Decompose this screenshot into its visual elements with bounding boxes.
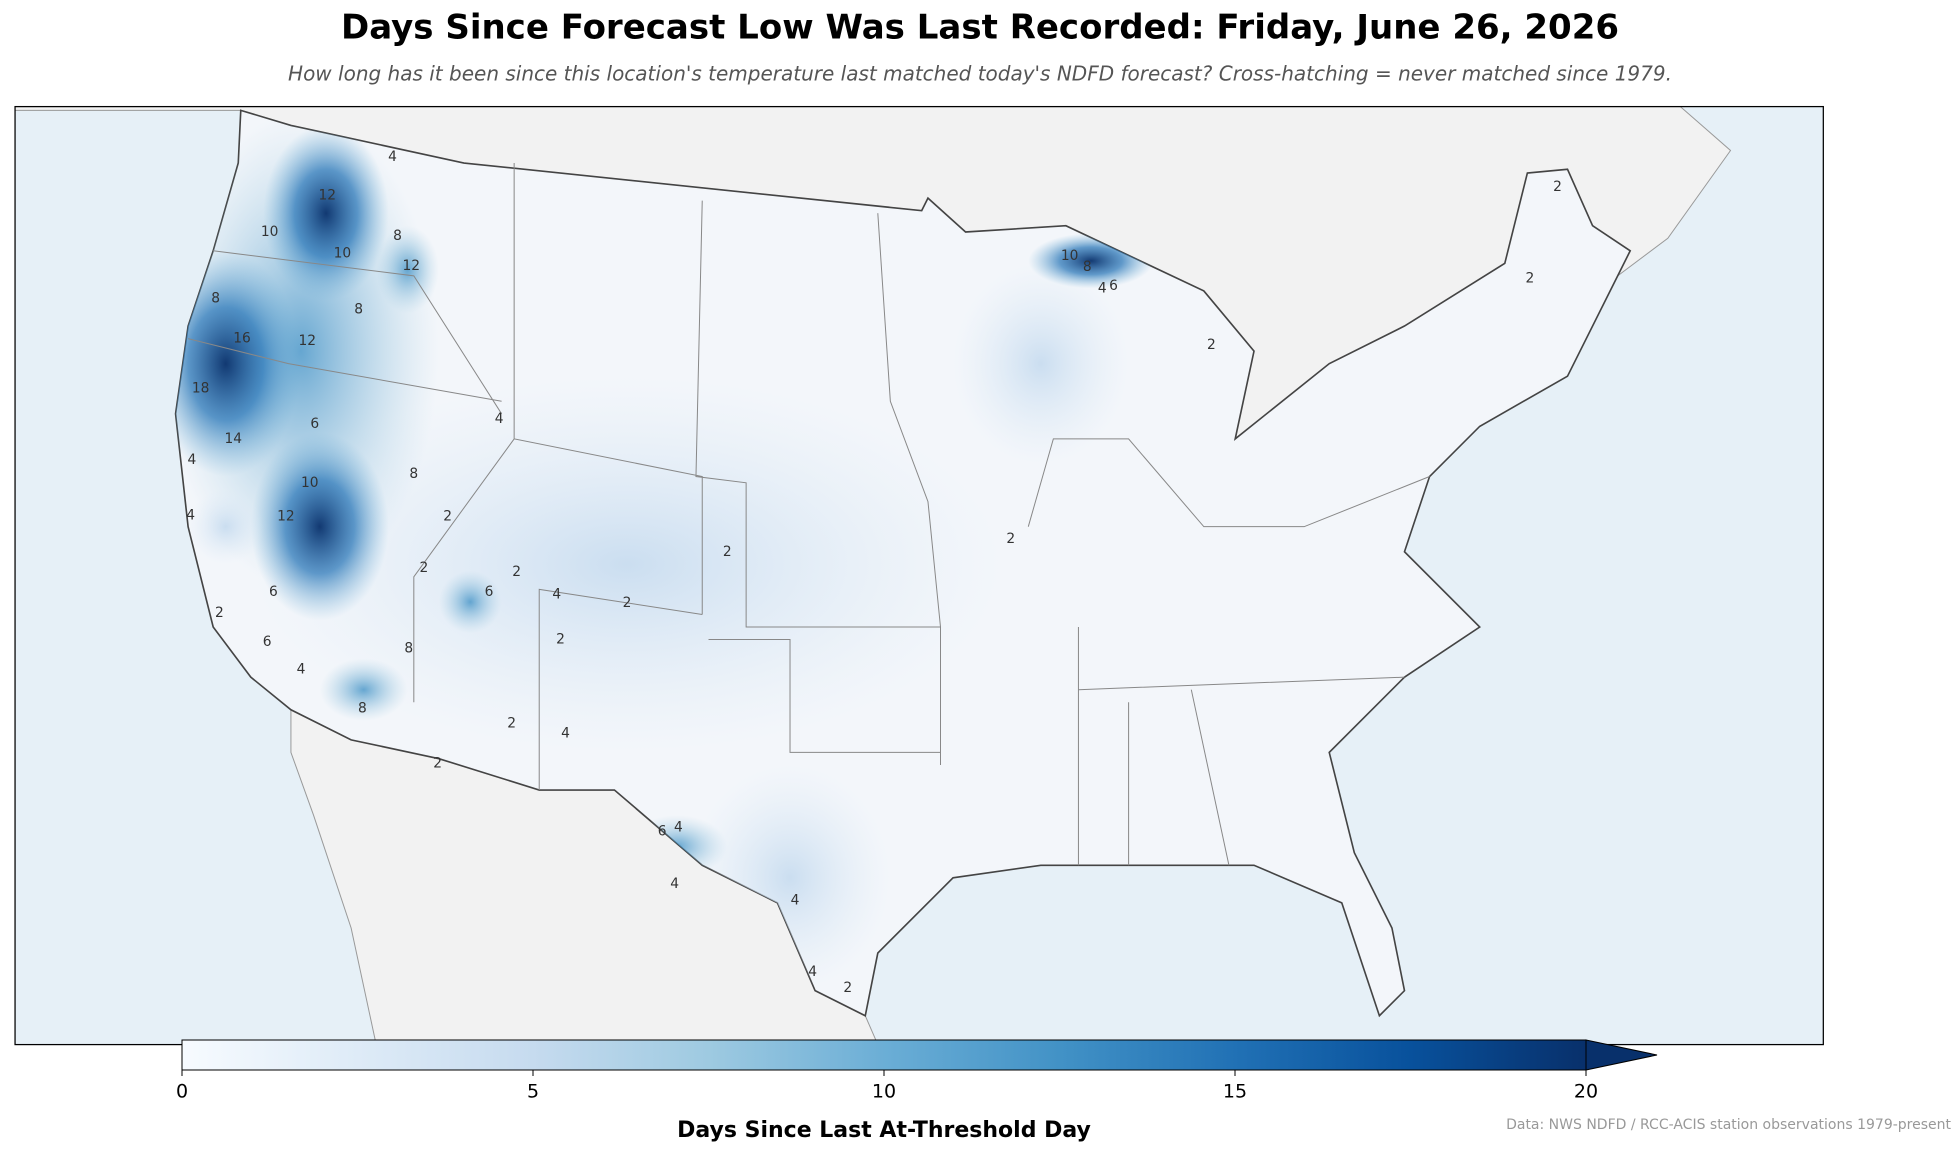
colorbar-tick-label: 20 xyxy=(1574,1081,1598,1103)
contour-label: 12 xyxy=(277,509,295,525)
subtitle: How long has it been since this location… xyxy=(288,62,1672,86)
state-lines xyxy=(187,163,1430,866)
contour-label: 2 xyxy=(843,980,852,996)
contour-label: 4 xyxy=(1098,280,1107,296)
source: Data: NWS NDFD / RCC-ACIS station observ… xyxy=(1506,1117,1951,1133)
contour-label: 4 xyxy=(670,876,679,892)
contour-label: 12 xyxy=(298,333,316,349)
contour-label: 8 xyxy=(404,640,413,656)
contour-label: 4 xyxy=(186,507,195,523)
colorbar-tick-label: 0 xyxy=(176,1081,188,1103)
contour-label: 6 xyxy=(658,823,667,839)
colorbar xyxy=(181,1039,1587,1071)
contour-label: 2 xyxy=(507,716,516,732)
contour-label: 4 xyxy=(808,964,817,980)
contour-label: 6 xyxy=(269,584,278,600)
contour-label: 8 xyxy=(354,302,363,318)
contour-label: 2 xyxy=(1553,179,1562,195)
contour-label: 4 xyxy=(674,820,683,836)
title: Days Since Forecast Low Was Last Recorde… xyxy=(341,8,1619,48)
contour-label: 2 xyxy=(623,595,632,611)
contour-label: 14 xyxy=(224,431,242,447)
colorbar-ticks: 0 5 10 15 20 xyxy=(176,1070,1598,1103)
contour-label: 12 xyxy=(403,258,421,274)
contour-label: 10 xyxy=(261,224,279,240)
colorbar-tick-label: 15 xyxy=(1223,1081,1247,1103)
contour-label: 2 xyxy=(433,756,442,772)
contour-label: 4 xyxy=(791,892,800,908)
contour-label: 10 xyxy=(334,245,352,261)
contour-label: 2 xyxy=(1525,270,1534,286)
contour-label: 6 xyxy=(485,584,494,600)
contour-label: 2 xyxy=(723,544,732,560)
colorbar-extend xyxy=(1585,1039,1658,1071)
contour-label: 8 xyxy=(358,701,367,717)
contour-label: 8 xyxy=(409,466,418,482)
contour-label: 4 xyxy=(297,662,306,678)
contour-label: 4 xyxy=(388,149,397,165)
contour-label: 2 xyxy=(443,509,452,525)
contour-label: 18 xyxy=(192,381,210,397)
contour-label: 6 xyxy=(263,634,272,650)
colorbar-tick-label: 10 xyxy=(872,1081,896,1103)
contour-label: 16 xyxy=(233,331,251,347)
contour-label: 4 xyxy=(552,586,561,602)
contour-label: 2 xyxy=(512,564,521,580)
contour-label: 8 xyxy=(393,228,402,244)
contour-label: 2 xyxy=(1207,337,1216,353)
contour-label: 2 xyxy=(419,560,428,576)
contour-label: 4 xyxy=(495,411,504,427)
contour-label: 2 xyxy=(215,605,224,621)
colorbar-label: Days Since Last At-Threshold Day xyxy=(677,1118,1091,1143)
contour-label: 6 xyxy=(310,416,319,432)
contour-label: 12 xyxy=(319,188,337,204)
colorbar-tick-label: 5 xyxy=(527,1081,539,1103)
contour-label: 2 xyxy=(556,632,565,648)
contour-label: 8 xyxy=(211,290,220,306)
contour-label: 4 xyxy=(561,726,570,742)
contour-label: 10 xyxy=(1061,248,1079,264)
contour-label: 8 xyxy=(1083,259,1092,275)
contour-label: 2 xyxy=(1006,531,1015,547)
contour-label: 6 xyxy=(1109,278,1118,294)
contour-label: 4 xyxy=(187,452,196,468)
contour-label: 10 xyxy=(301,475,319,491)
